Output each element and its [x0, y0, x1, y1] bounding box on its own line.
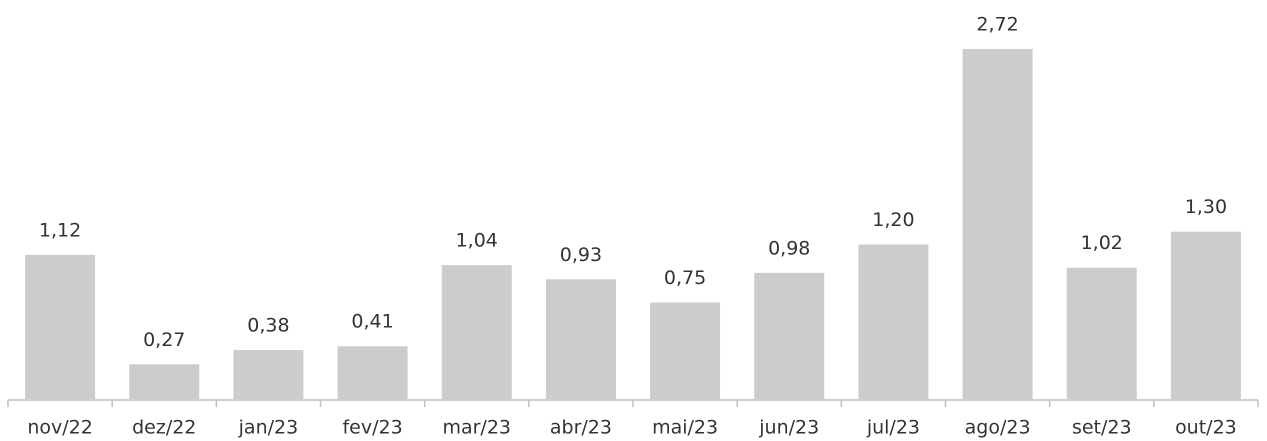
value-label: 0,98: [768, 237, 810, 259]
bar: [25, 254, 96, 399]
bar: [1170, 231, 1241, 399]
value-label: 0,41: [351, 311, 393, 333]
x-tick-label: fev/23: [342, 417, 402, 439]
x-tick-label: out/23: [1175, 417, 1237, 439]
x-tick-label: mai/23: [652, 417, 718, 439]
bar: [1066, 267, 1137, 399]
value-label: 0,27: [143, 329, 185, 351]
bar: [754, 272, 825, 399]
value-label: 1,04: [456, 230, 498, 252]
x-tick-label: jul/23: [866, 417, 920, 439]
bar: [441, 265, 512, 399]
x-tick-label: jan/23: [238, 417, 299, 439]
value-label: 0,38: [247, 315, 289, 337]
x-tick-label: ago/23: [965, 417, 1031, 439]
bar: [962, 48, 1033, 399]
x-tick-label: mar/23: [442, 417, 511, 439]
x-tick-label: nov/22: [27, 417, 93, 439]
bar: [545, 279, 616, 399]
x-tick-label: abr/23: [550, 417, 612, 439]
value-label: 2,72: [976, 13, 1018, 35]
bar: [233, 350, 304, 399]
bar: [650, 302, 721, 399]
bar: [337, 346, 408, 399]
value-label: 0,93: [560, 244, 602, 266]
value-label: 1,02: [1081, 232, 1123, 254]
value-label: 1,12: [39, 219, 81, 241]
bar: [858, 244, 929, 399]
x-tick-label: dez/22: [132, 417, 196, 439]
bar: [129, 364, 200, 399]
value-label: 1,20: [872, 209, 914, 231]
x-tick-label: jun/23: [758, 417, 819, 439]
value-label: 0,75: [664, 267, 706, 289]
x-tick-label: set/23: [1072, 417, 1132, 439]
value-label: 1,30: [1185, 196, 1227, 218]
